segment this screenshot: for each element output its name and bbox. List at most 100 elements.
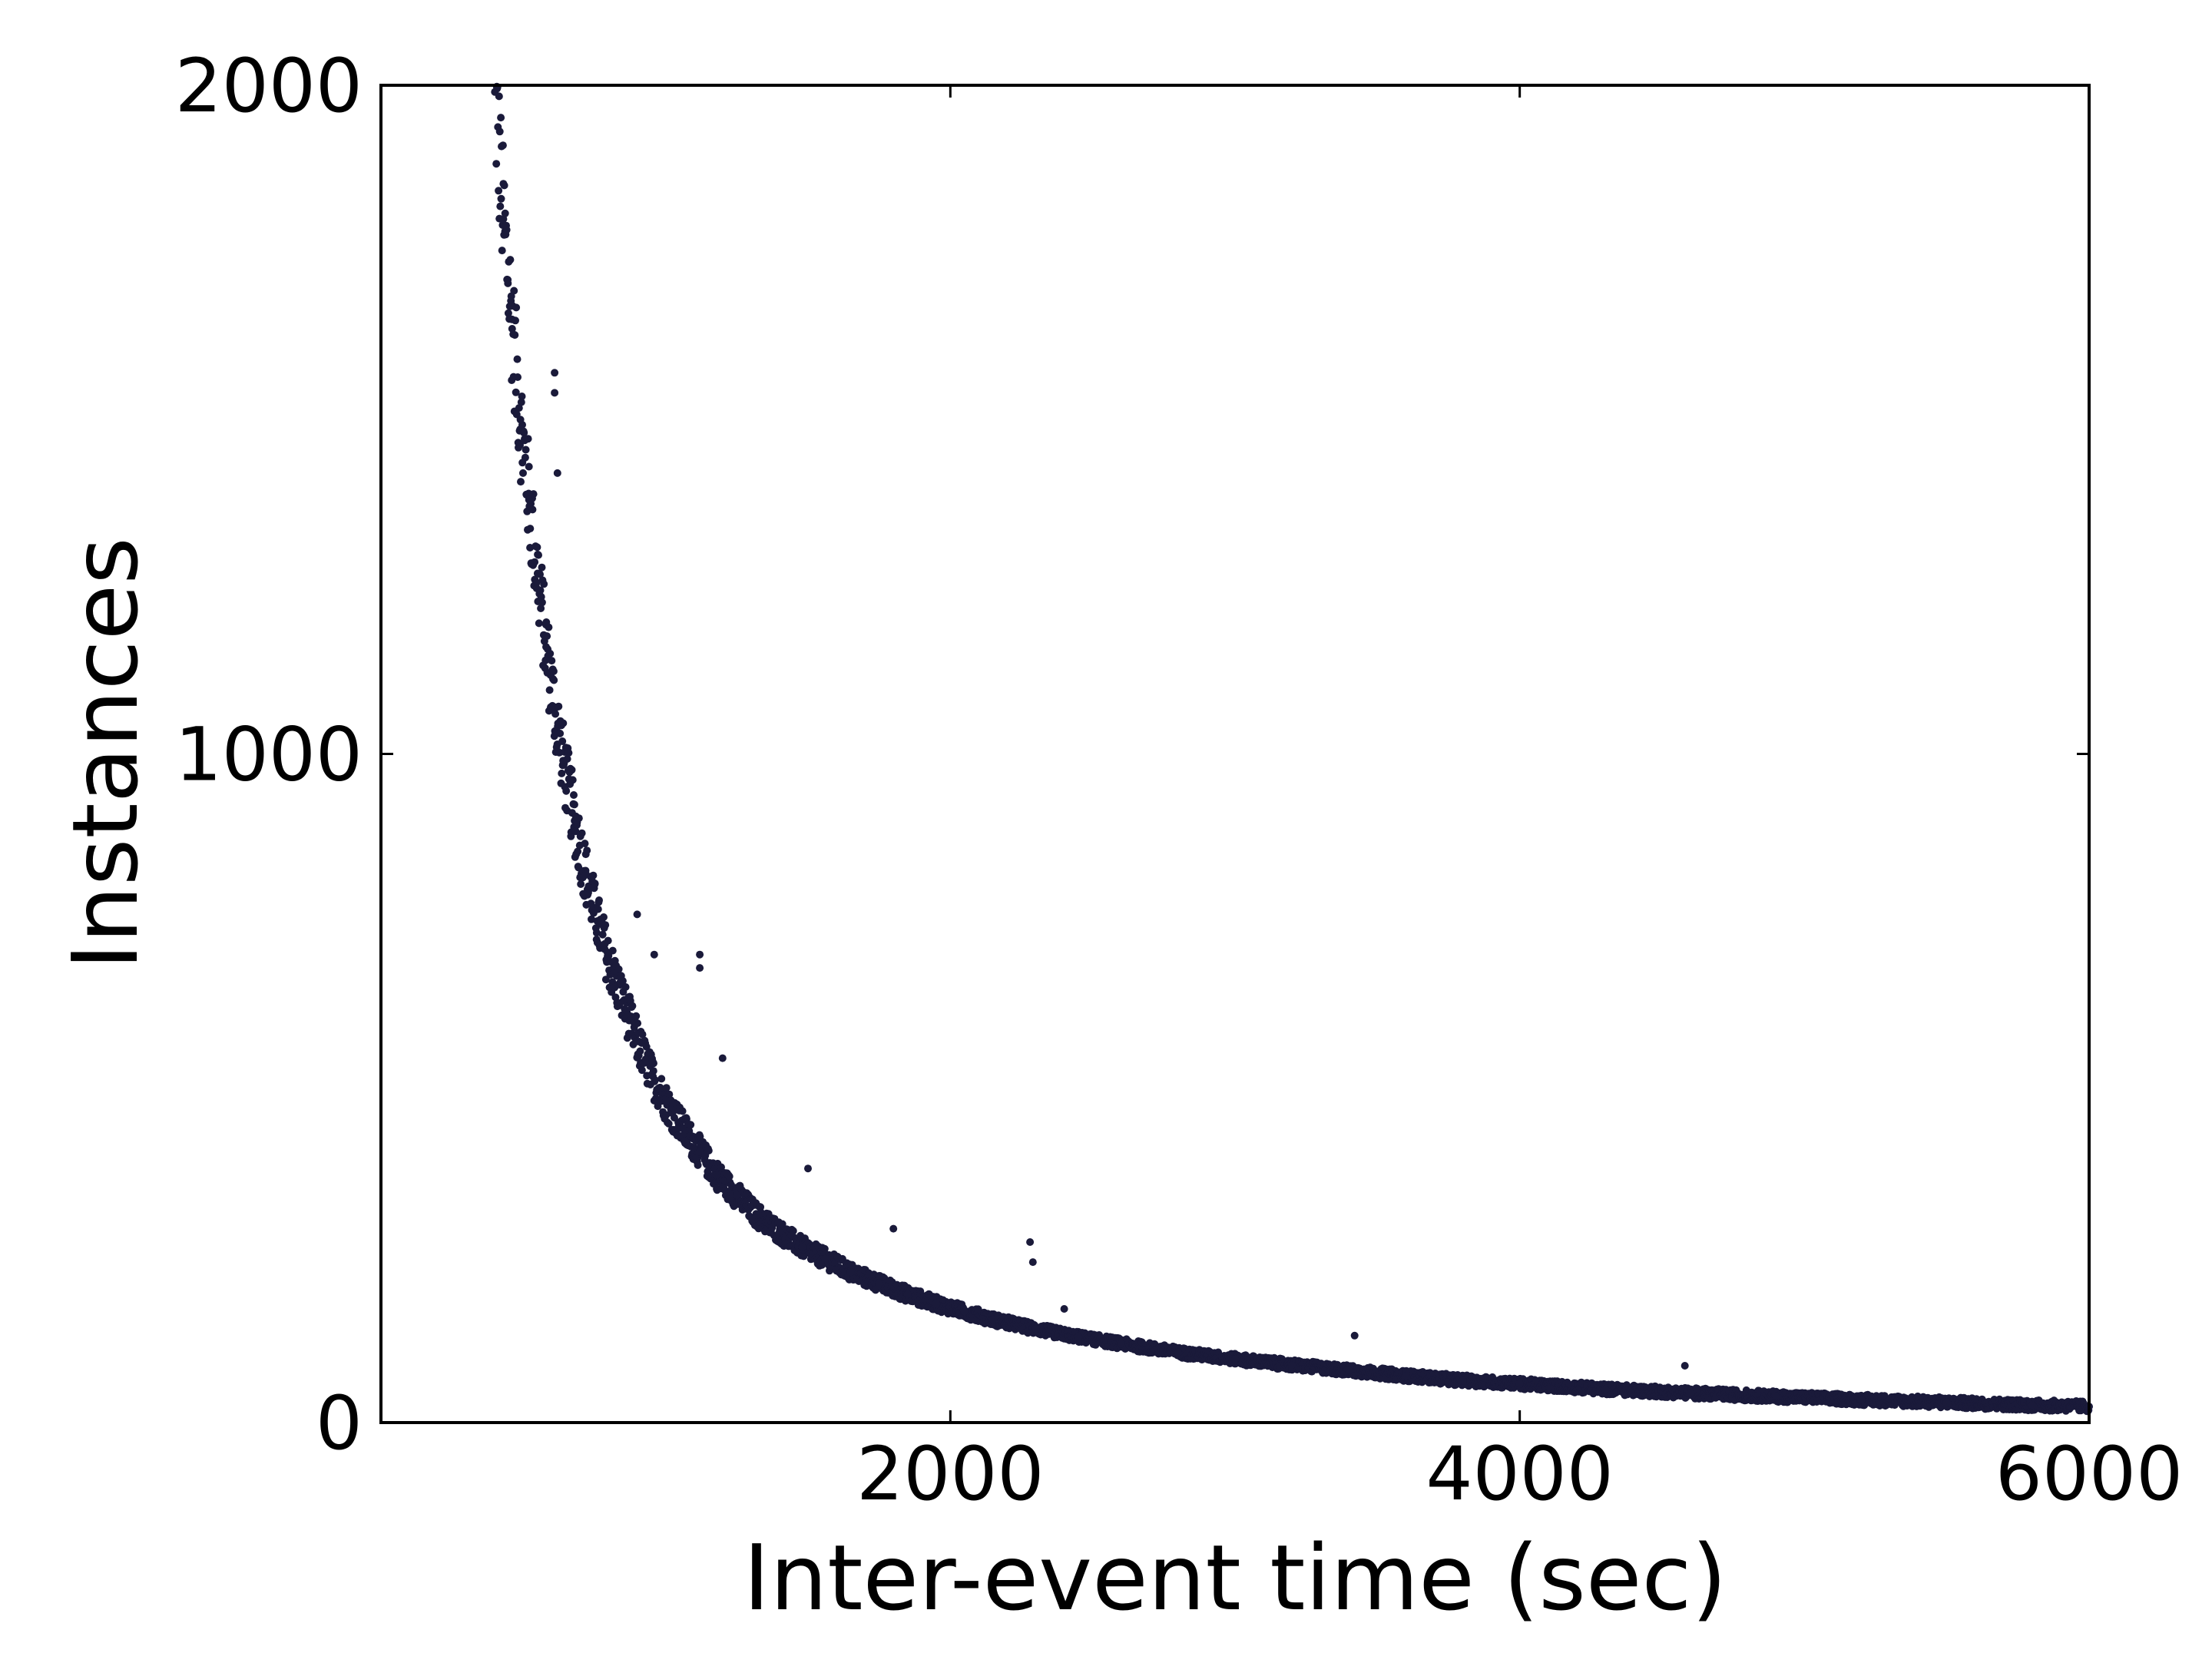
data-point xyxy=(960,1307,969,1316)
data-point xyxy=(1942,1398,1951,1406)
data-point xyxy=(516,416,525,424)
data-point xyxy=(634,1019,642,1028)
data-point xyxy=(508,315,516,323)
y-tick-label: 2000 xyxy=(175,43,363,129)
data-point xyxy=(529,490,538,499)
data-point xyxy=(506,256,515,264)
data-point xyxy=(549,667,558,675)
data-point xyxy=(551,710,560,718)
data-point xyxy=(725,1172,733,1181)
data-point xyxy=(498,141,507,150)
data-point xyxy=(545,686,554,694)
outlier-point xyxy=(1026,1238,1035,1246)
data-point xyxy=(559,719,568,727)
plot-frame xyxy=(379,84,2091,1424)
outlier-point xyxy=(551,389,559,397)
data-point xyxy=(543,632,551,641)
data-point xyxy=(647,1071,656,1079)
data-point xyxy=(537,605,545,612)
data-point xyxy=(678,1125,687,1132)
data-point xyxy=(514,373,522,381)
data-point xyxy=(604,936,612,945)
outlier-point xyxy=(718,1054,727,1062)
data-point xyxy=(517,398,525,406)
data-point xyxy=(820,1244,829,1253)
data-point xyxy=(628,1002,637,1010)
data-point xyxy=(511,331,519,340)
data-point xyxy=(551,703,559,711)
data-point xyxy=(1231,1355,1239,1363)
data-point xyxy=(513,355,522,363)
data-point xyxy=(591,880,599,888)
data-point xyxy=(661,1098,670,1106)
data-point xyxy=(533,569,541,578)
data-point xyxy=(593,917,601,926)
data-point xyxy=(662,1084,671,1092)
data-point xyxy=(1601,1385,1609,1393)
data-point xyxy=(574,847,582,856)
data-point xyxy=(538,598,546,607)
data-point xyxy=(536,586,545,595)
data-point xyxy=(619,997,628,1005)
data-point xyxy=(504,279,512,287)
data-point xyxy=(618,977,627,985)
data-point xyxy=(492,160,501,168)
data-point xyxy=(988,1315,997,1323)
data-point xyxy=(497,194,505,203)
data-point xyxy=(525,495,533,504)
data-point xyxy=(524,435,532,443)
y-tick-label: 0 xyxy=(316,1380,363,1466)
data-point xyxy=(657,1075,666,1083)
data-point xyxy=(520,429,528,437)
data-point xyxy=(542,643,550,651)
x-tick-label: 6000 xyxy=(1995,1431,2183,1517)
data-point xyxy=(538,563,546,571)
data-point xyxy=(608,946,617,955)
data-point xyxy=(521,453,529,462)
data-point xyxy=(713,1171,721,1179)
data-point xyxy=(775,1227,783,1236)
data-point xyxy=(531,558,539,566)
data-point xyxy=(798,1243,806,1251)
outlier-point xyxy=(553,469,561,477)
data-point xyxy=(696,1148,704,1156)
data-point xyxy=(1075,1333,1083,1341)
data-point xyxy=(592,929,601,937)
data-point xyxy=(517,478,525,486)
data-point xyxy=(632,1012,641,1020)
data-point xyxy=(664,1119,673,1128)
data-point xyxy=(589,871,598,880)
data-point xyxy=(528,505,537,514)
data-point xyxy=(558,769,566,777)
data-point xyxy=(601,921,610,929)
data-point xyxy=(875,1279,883,1287)
data-point xyxy=(545,623,553,631)
data-point xyxy=(535,619,543,628)
outlier-point xyxy=(804,1164,812,1173)
data-point xyxy=(1515,1380,1524,1388)
outlier-point xyxy=(696,950,704,959)
axis-ticks: 2000 4000 6000 0 1000 2000 xyxy=(175,43,2183,1517)
data-point xyxy=(818,1261,826,1269)
data-point xyxy=(512,303,521,312)
data-point xyxy=(540,580,548,588)
data-point xyxy=(535,551,542,559)
outlier-point xyxy=(1028,1258,1037,1267)
outlier-point xyxy=(551,369,559,377)
data-point xyxy=(577,880,585,888)
data-point xyxy=(800,1252,808,1261)
data-point xyxy=(1687,1389,1695,1397)
data-point xyxy=(498,247,506,255)
data-point xyxy=(778,1220,786,1228)
data-point xyxy=(568,776,577,784)
data-point xyxy=(598,930,607,939)
data-point xyxy=(636,1047,644,1055)
data-point xyxy=(595,896,603,904)
data-point xyxy=(548,657,556,665)
data-point xyxy=(1031,1325,1040,1333)
outlier-point xyxy=(1681,1362,1689,1370)
data-point xyxy=(571,827,580,836)
data-point xyxy=(571,817,579,825)
data-point xyxy=(633,1037,641,1045)
